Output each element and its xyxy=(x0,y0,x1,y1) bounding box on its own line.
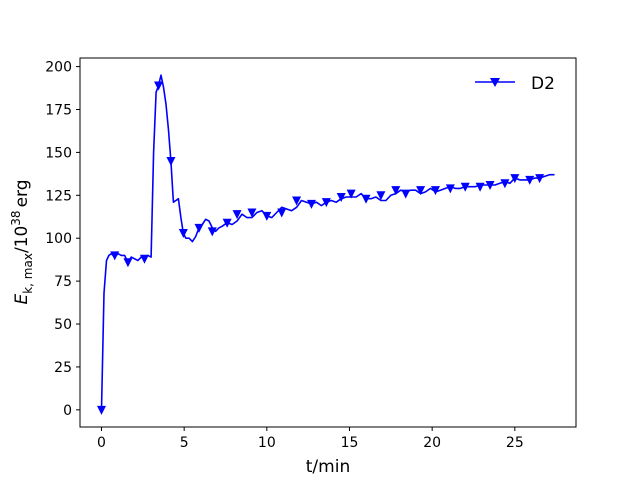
data-point-marker xyxy=(178,229,188,239)
y-tick-label: 200 xyxy=(45,60,72,76)
data-point-marker xyxy=(139,254,149,264)
y-axis-label-symbol: E xyxy=(12,294,32,305)
data-point-marker xyxy=(445,184,455,194)
y-tick-label: 75 xyxy=(54,274,72,290)
data-point-marker xyxy=(336,193,346,203)
y-axis-label-unit: erg xyxy=(12,179,32,207)
data-point-marker xyxy=(416,186,426,196)
data-point-marker xyxy=(110,251,120,261)
data-point-marker xyxy=(247,208,257,218)
data-point-marker xyxy=(321,198,331,208)
data-point-marker xyxy=(500,179,510,189)
data-point-marker xyxy=(525,175,535,185)
data-point-marker xyxy=(306,199,316,209)
axes-frame xyxy=(79,57,577,428)
y-axis-label: Ek, max/1038 erg xyxy=(9,179,35,304)
axis-ticks: 0 5 10 15 20 25 0 25 50 75 100 125 150 175 200 xyxy=(45,60,523,451)
data-point-marker xyxy=(96,405,106,415)
x-axis-label: t/min xyxy=(306,457,350,477)
y-axis-label-divider: /10 xyxy=(12,226,32,253)
data-point-marker xyxy=(535,174,545,184)
y-tick-label: 25 xyxy=(54,360,72,376)
data-point-marker xyxy=(510,174,520,184)
data-point-marker xyxy=(207,227,217,237)
data-point-marker xyxy=(361,194,371,204)
plot-area xyxy=(96,74,555,415)
data-point-marker xyxy=(430,186,440,196)
x-tick-label: 5 xyxy=(180,435,189,451)
data-point-marker xyxy=(460,182,470,192)
y-tick-label: 150 xyxy=(45,145,72,161)
data-point-marker xyxy=(376,191,386,201)
y-tick-label: 125 xyxy=(45,188,72,204)
data-point-marker xyxy=(277,208,287,218)
data-point-marker xyxy=(346,189,356,199)
data-point-marker xyxy=(401,189,411,199)
legend: D2 xyxy=(475,74,555,94)
y-tick-label: 175 xyxy=(45,102,72,118)
x-tick-label: 15 xyxy=(341,435,359,451)
data-point-marker xyxy=(232,210,242,220)
y-axis-label-exponent: 38 xyxy=(9,210,23,225)
x-tick-label: 20 xyxy=(423,435,441,451)
data-point-marker xyxy=(154,81,164,91)
data-point-marker xyxy=(391,186,401,196)
data-point-marker xyxy=(166,156,176,166)
legend-marker-sample xyxy=(490,78,500,87)
y-tick-label: 100 xyxy=(45,231,72,247)
svg-text:Ek, max/1038erg: Ek, max/1038 erg xyxy=(9,179,35,304)
data-point-marker xyxy=(222,218,232,228)
data-point-marker xyxy=(485,181,495,191)
y-tick-label: 0 xyxy=(63,403,72,419)
data-point-marker xyxy=(292,196,302,206)
x-tick-label: 25 xyxy=(506,435,524,451)
x-tick-label: 0 xyxy=(97,435,106,451)
data-point-marker xyxy=(475,182,485,192)
legend-label-d2: D2 xyxy=(531,74,555,94)
data-point-marker xyxy=(194,223,204,233)
data-point-marker xyxy=(123,258,133,268)
y-tick-label: 50 xyxy=(54,317,72,333)
data-point-marker xyxy=(262,211,272,221)
y-axis-label-subscript: k, max xyxy=(21,253,35,294)
x-tick-label: 10 xyxy=(258,435,276,451)
